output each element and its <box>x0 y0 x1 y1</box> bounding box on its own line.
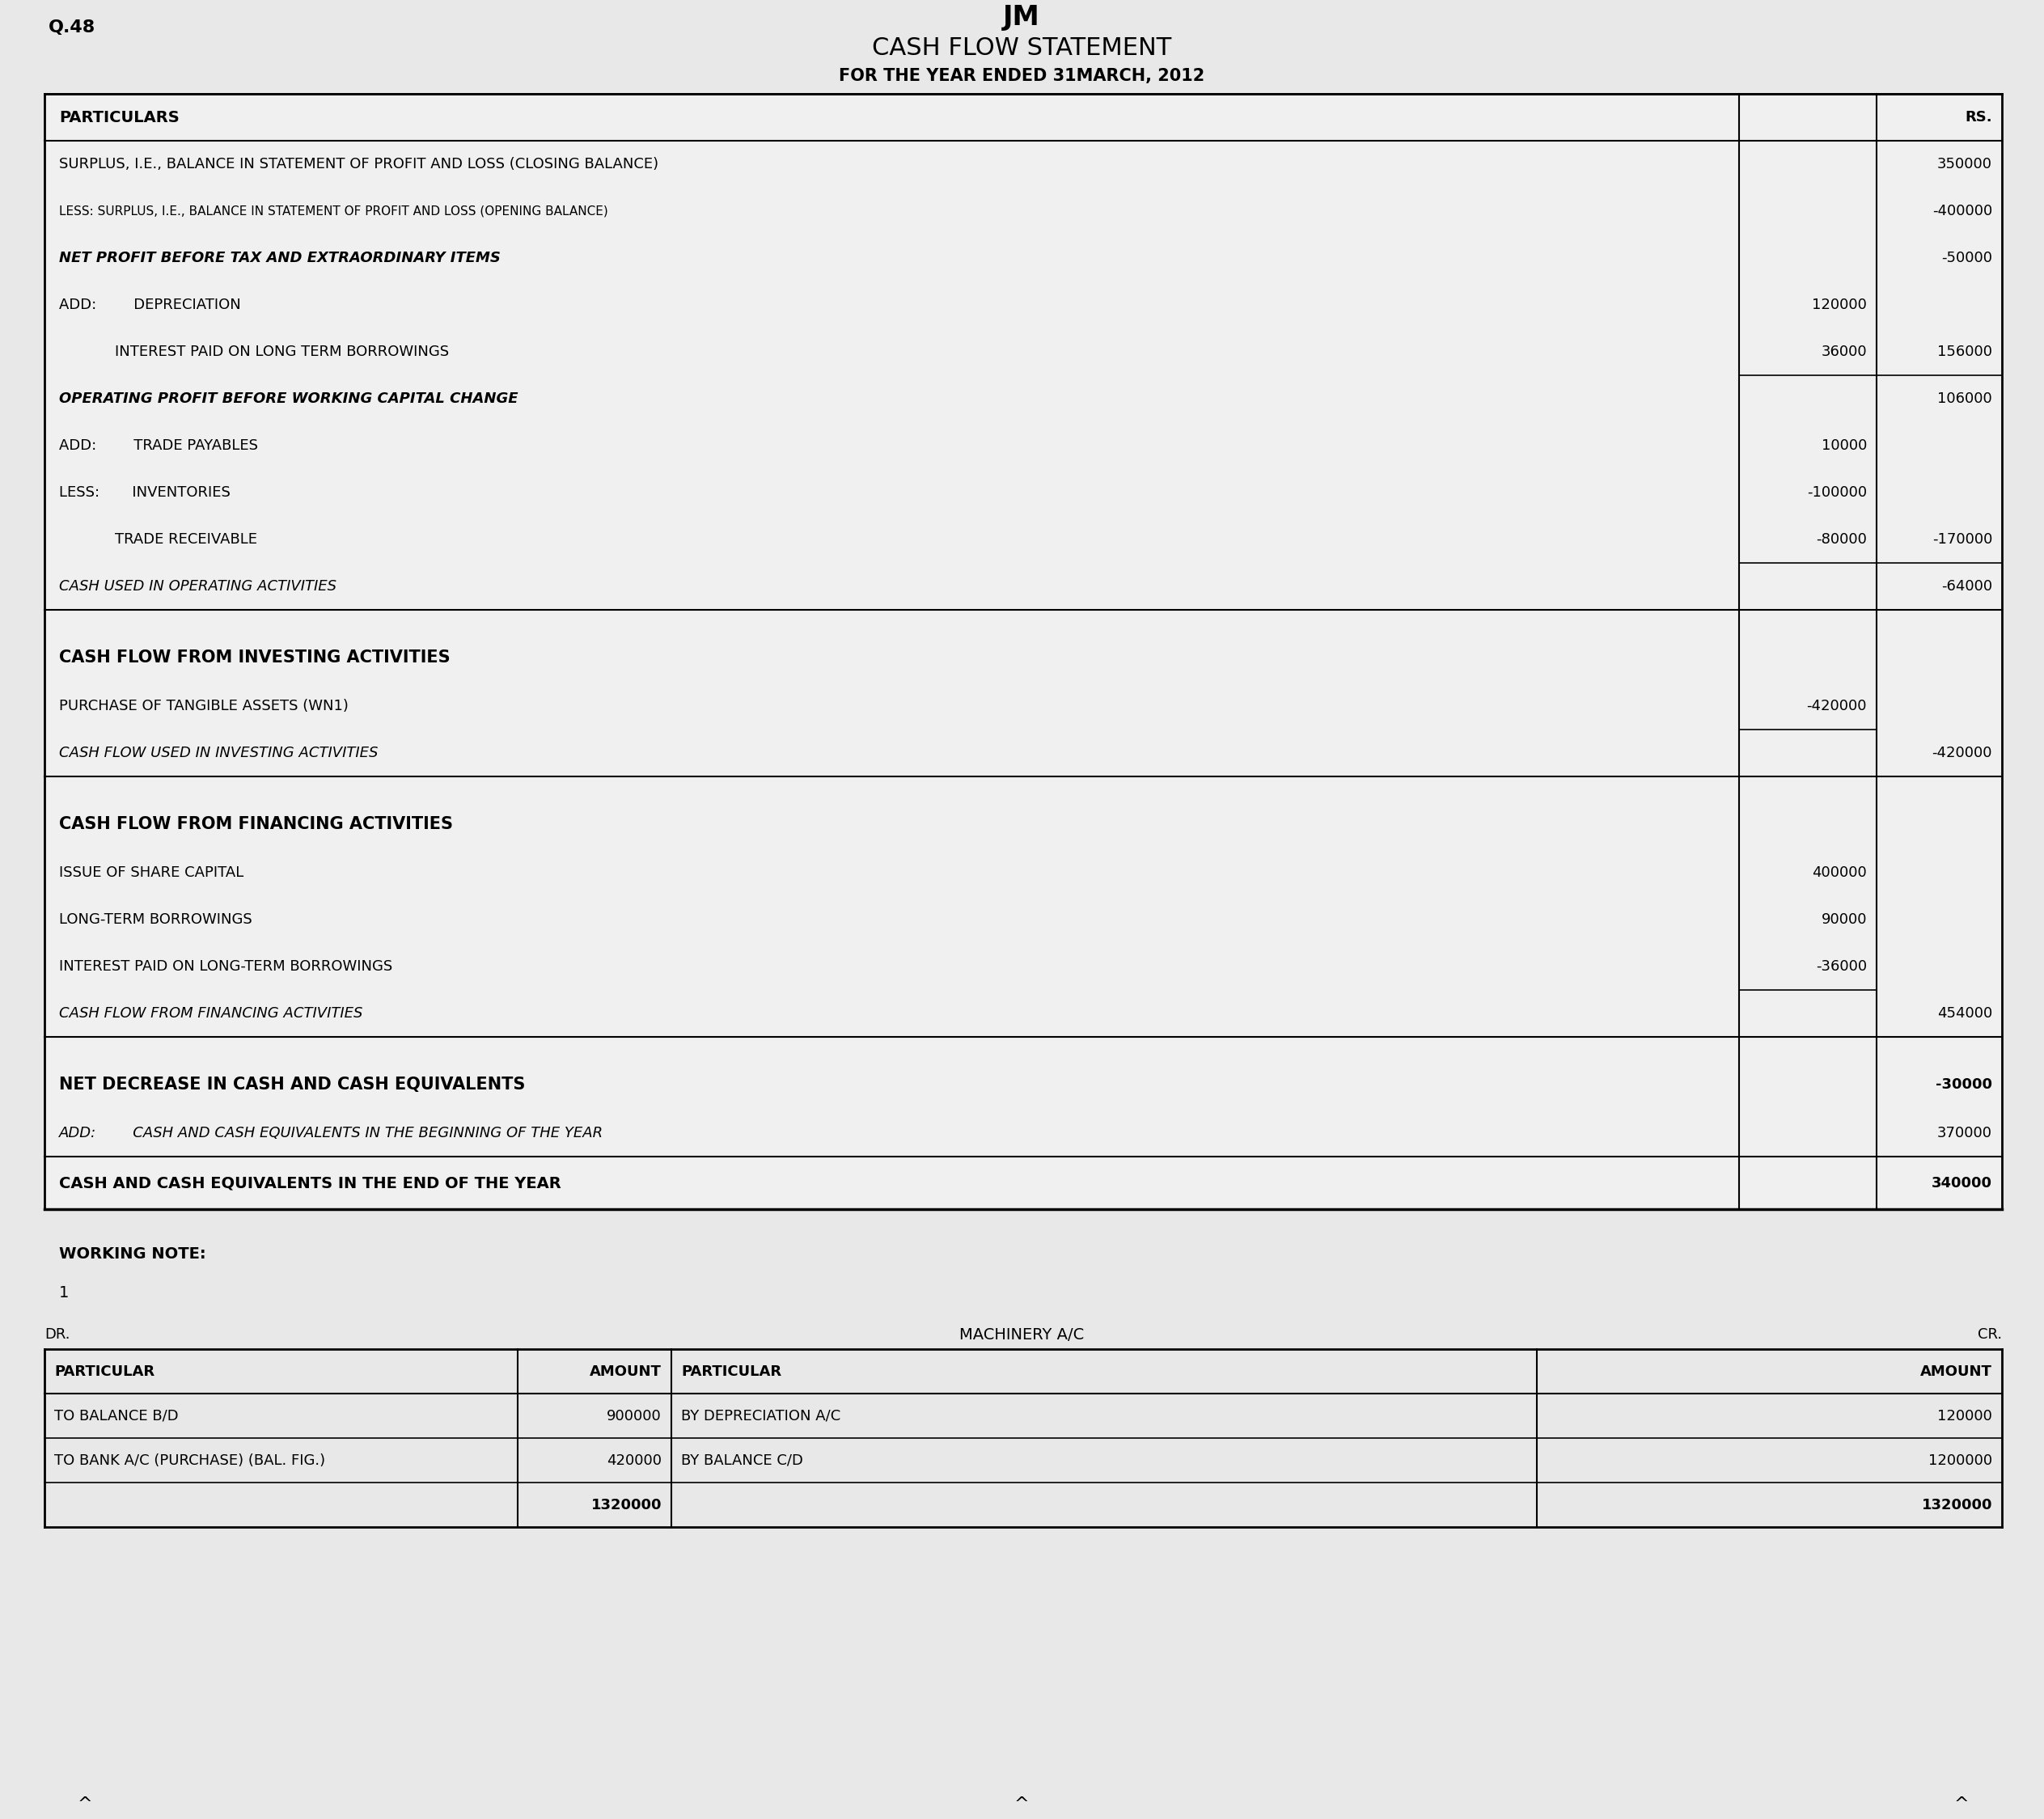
Text: -30000: -30000 <box>1936 1077 1993 1091</box>
Text: CASH FLOW FROM FINANCING ACTIVITIES: CASH FLOW FROM FINANCING ACTIVITIES <box>59 817 454 833</box>
Text: RS.: RS. <box>1964 111 1993 126</box>
Text: CASH FLOW FROM INVESTING ACTIVITIES: CASH FLOW FROM INVESTING ACTIVITIES <box>59 649 450 666</box>
Text: WORKING NOTE:: WORKING NOTE: <box>59 1246 206 1261</box>
Text: -36000: -36000 <box>1815 959 1866 973</box>
Text: NET DECREASE IN CASH AND CASH EQUIVALENTS: NET DECREASE IN CASH AND CASH EQUIVALENT… <box>59 1077 525 1093</box>
Text: MACHINERY A/C: MACHINERY A/C <box>959 1326 1083 1342</box>
Text: INTEREST PAID ON LONG TERM BORROWINGS: INTEREST PAID ON LONG TERM BORROWINGS <box>59 346 450 360</box>
Text: 340000: 340000 <box>1932 1175 1993 1190</box>
Text: 370000: 370000 <box>1938 1126 1993 1141</box>
Text: AMOUNT: AMOUNT <box>1921 1364 1993 1379</box>
Text: 36000: 36000 <box>1821 346 1866 360</box>
Text: PARTICULAR: PARTICULAR <box>681 1364 781 1379</box>
Text: PARTICULAR: PARTICULAR <box>55 1364 155 1379</box>
Text: -420000: -420000 <box>1807 698 1866 713</box>
Text: 120000: 120000 <box>1811 298 1866 313</box>
Text: 1: 1 <box>59 1284 69 1301</box>
Text: -100000: -100000 <box>1807 486 1866 500</box>
Text: SURPLUS, I.E., BALANCE IN STATEMENT OF PROFIT AND LOSS (CLOSING BALANCE): SURPLUS, I.E., BALANCE IN STATEMENT OF P… <box>59 156 658 171</box>
Text: CASH AND CASH EQUIVALENTS IN THE END OF THE YEAR: CASH AND CASH EQUIVALENTS IN THE END OF … <box>59 1175 562 1191</box>
Text: ^: ^ <box>1954 1797 1968 1812</box>
Text: TO BANK A/C (PURCHASE) (BAL. FIG.): TO BANK A/C (PURCHASE) (BAL. FIG.) <box>55 1453 325 1468</box>
Text: 350000: 350000 <box>1938 156 1993 171</box>
Text: -64000: -64000 <box>1942 578 1993 593</box>
Text: 106000: 106000 <box>1938 391 1993 406</box>
Text: BY BALANCE C/D: BY BALANCE C/D <box>681 1453 803 1468</box>
Text: PARTICULARS: PARTICULARS <box>59 109 180 126</box>
Text: DR.: DR. <box>45 1328 69 1342</box>
Text: -420000: -420000 <box>1932 746 1993 760</box>
Text: LESS:       INVENTORIES: LESS: INVENTORIES <box>59 486 231 500</box>
Text: ADD:        DEPRECIATION: ADD: DEPRECIATION <box>59 298 241 313</box>
Text: ^: ^ <box>78 1797 92 1812</box>
Text: 120000: 120000 <box>1938 1408 1993 1422</box>
Text: 400000: 400000 <box>1813 866 1866 880</box>
Text: 90000: 90000 <box>1821 913 1866 928</box>
Text: NET PROFIT BEFORE TAX AND EXTRAORDINARY ITEMS: NET PROFIT BEFORE TAX AND EXTRAORDINARY … <box>59 251 501 266</box>
Text: CASH FLOW STATEMENT: CASH FLOW STATEMENT <box>873 36 1171 60</box>
Text: -50000: -50000 <box>1942 251 1993 266</box>
Text: CASH FLOW USED IN INVESTING ACTIVITIES: CASH FLOW USED IN INVESTING ACTIVITIES <box>59 746 378 760</box>
Text: ISSUE OF SHARE CAPITAL: ISSUE OF SHARE CAPITAL <box>59 866 243 880</box>
Bar <box>45 95 2001 1210</box>
Text: 454000: 454000 <box>1938 1006 1993 1020</box>
Text: 156000: 156000 <box>1938 346 1993 360</box>
Text: 10000: 10000 <box>1821 438 1866 453</box>
Text: JM: JM <box>1004 4 1040 31</box>
Text: 900000: 900000 <box>607 1408 662 1422</box>
Text: CASH FLOW FROM FINANCING ACTIVITIES: CASH FLOW FROM FINANCING ACTIVITIES <box>59 1006 362 1020</box>
Text: OPERATING PROFIT BEFORE WORKING CAPITAL CHANGE: OPERATING PROFIT BEFORE WORKING CAPITAL … <box>59 391 517 406</box>
Text: 1320000: 1320000 <box>1921 1497 1993 1512</box>
Text: TRADE RECEIVABLE: TRADE RECEIVABLE <box>59 533 258 548</box>
Text: 1320000: 1320000 <box>591 1497 662 1512</box>
Text: -170000: -170000 <box>1932 533 1993 548</box>
Text: Q.48: Q.48 <box>49 20 96 36</box>
Text: FOR THE YEAR ENDED 31MARCH, 2012: FOR THE YEAR ENDED 31MARCH, 2012 <box>838 67 1204 84</box>
Text: BY DEPRECIATION A/C: BY DEPRECIATION A/C <box>681 1408 840 1422</box>
Text: CASH USED IN OPERATING ACTIVITIES: CASH USED IN OPERATING ACTIVITIES <box>59 578 337 593</box>
Text: CR.: CR. <box>1979 1328 2001 1342</box>
Text: LESS: SURPLUS, I.E., BALANCE IN STATEMENT OF PROFIT AND LOSS (OPENING BALANCE): LESS: SURPLUS, I.E., BALANCE IN STATEMEN… <box>59 206 607 218</box>
Text: ADD:        TRADE PAYABLES: ADD: TRADE PAYABLES <box>59 438 258 453</box>
Text: ^: ^ <box>1014 1797 1028 1812</box>
Text: TO BALANCE B/D: TO BALANCE B/D <box>55 1408 178 1422</box>
Text: LONG-TERM BORROWINGS: LONG-TERM BORROWINGS <box>59 913 251 928</box>
Text: 420000: 420000 <box>607 1453 662 1468</box>
Text: PURCHASE OF TANGIBLE ASSETS (WN1): PURCHASE OF TANGIBLE ASSETS (WN1) <box>59 698 350 713</box>
Text: 1200000: 1200000 <box>1927 1453 1993 1468</box>
Text: ADD:        CASH AND CASH EQUIVALENTS IN THE BEGINNING OF THE YEAR: ADD: CASH AND CASH EQUIVALENTS IN THE BE… <box>59 1126 603 1141</box>
Text: INTEREST PAID ON LONG-TERM BORROWINGS: INTEREST PAID ON LONG-TERM BORROWINGS <box>59 959 392 973</box>
Text: AMOUNT: AMOUNT <box>591 1364 662 1379</box>
Text: -400000: -400000 <box>1932 204 1993 218</box>
Text: -80000: -80000 <box>1815 533 1866 548</box>
